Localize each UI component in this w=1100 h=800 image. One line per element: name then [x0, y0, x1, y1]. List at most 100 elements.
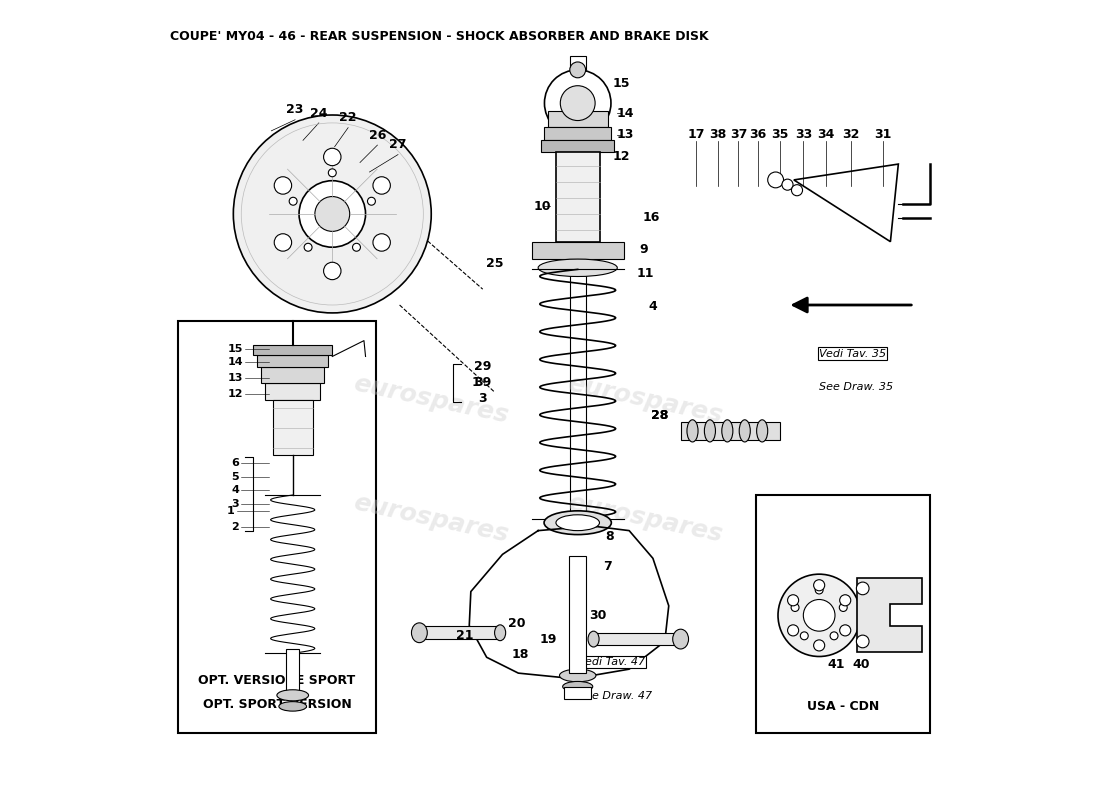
- Text: 18: 18: [512, 649, 529, 662]
- Circle shape: [315, 197, 350, 231]
- Ellipse shape: [673, 629, 689, 649]
- Text: See Draw. 35: See Draw. 35: [820, 382, 893, 392]
- Text: OPT. VERSIONE SPORT: OPT. VERSIONE SPORT: [198, 674, 355, 686]
- Text: 32: 32: [843, 128, 859, 142]
- Circle shape: [814, 640, 825, 651]
- Bar: [556, 152, 600, 242]
- Ellipse shape: [495, 625, 506, 641]
- Circle shape: [373, 177, 390, 194]
- Text: 23: 23: [286, 103, 304, 117]
- Ellipse shape: [757, 420, 768, 442]
- Text: 36: 36: [749, 128, 767, 142]
- Ellipse shape: [277, 690, 308, 701]
- Bar: [273, 400, 312, 455]
- Ellipse shape: [704, 420, 715, 442]
- Text: 12: 12: [613, 150, 630, 162]
- Text: 5: 5: [231, 472, 239, 482]
- Ellipse shape: [563, 682, 593, 692]
- Polygon shape: [857, 578, 922, 652]
- Text: Vedi Tav. 35: Vedi Tav. 35: [820, 349, 887, 358]
- Text: 10: 10: [534, 199, 551, 213]
- Circle shape: [373, 234, 390, 251]
- Circle shape: [289, 198, 297, 205]
- Text: 25: 25: [486, 258, 504, 270]
- Circle shape: [328, 169, 337, 177]
- Ellipse shape: [556, 514, 600, 530]
- Bar: [570, 266, 585, 526]
- Text: 37: 37: [729, 128, 747, 142]
- Text: USA - CDN: USA - CDN: [806, 700, 879, 713]
- Text: 7: 7: [604, 560, 613, 573]
- Text: 31: 31: [873, 128, 891, 142]
- Ellipse shape: [722, 420, 733, 442]
- Bar: [681, 422, 780, 439]
- Text: COUPE' MY04 - 46 - REAR SUSPENSION - SHOCK ABSORBER AND BRAKE DISK: COUPE' MY04 - 46 - REAR SUSPENSION - SHO…: [170, 30, 708, 42]
- Circle shape: [857, 635, 869, 648]
- Text: 34: 34: [817, 128, 834, 142]
- Bar: [548, 111, 608, 127]
- Text: 4: 4: [231, 486, 239, 495]
- Bar: [261, 366, 324, 382]
- Ellipse shape: [538, 259, 617, 277]
- Circle shape: [782, 179, 793, 190]
- Bar: [544, 127, 610, 140]
- Text: 3: 3: [231, 498, 239, 509]
- Circle shape: [788, 625, 799, 636]
- Text: 13: 13: [228, 373, 243, 383]
- Text: eurospares: eurospares: [565, 490, 725, 547]
- Text: 9: 9: [639, 243, 648, 256]
- Text: 24: 24: [310, 106, 328, 119]
- Circle shape: [323, 262, 341, 280]
- Text: 28: 28: [650, 410, 668, 422]
- Ellipse shape: [411, 623, 427, 642]
- Circle shape: [857, 582, 869, 594]
- Circle shape: [803, 599, 835, 631]
- Text: 4: 4: [649, 300, 658, 313]
- Circle shape: [788, 594, 799, 606]
- Circle shape: [274, 234, 292, 251]
- Text: 11: 11: [636, 267, 653, 280]
- Bar: [531, 242, 624, 259]
- Text: 29: 29: [474, 360, 492, 374]
- Text: 35: 35: [771, 128, 789, 142]
- Text: 22: 22: [340, 111, 356, 124]
- Text: 3: 3: [478, 392, 487, 405]
- Text: See Draw. 47: See Draw. 47: [578, 690, 652, 701]
- Circle shape: [778, 574, 860, 657]
- Text: 16: 16: [642, 211, 660, 225]
- Circle shape: [299, 181, 365, 247]
- Circle shape: [367, 198, 375, 205]
- Circle shape: [544, 70, 610, 136]
- Text: 1: 1: [472, 376, 481, 389]
- Bar: [253, 345, 332, 355]
- Text: 15: 15: [613, 77, 630, 90]
- Circle shape: [792, 185, 803, 196]
- Bar: [569, 556, 586, 673]
- Text: 15: 15: [228, 343, 243, 354]
- Circle shape: [814, 580, 825, 590]
- Bar: [541, 140, 614, 152]
- Circle shape: [570, 62, 585, 78]
- Text: 26: 26: [368, 129, 386, 142]
- Text: 6: 6: [231, 458, 239, 468]
- Bar: [564, 686, 591, 699]
- Circle shape: [815, 586, 823, 594]
- Text: 17: 17: [688, 128, 705, 142]
- Ellipse shape: [739, 420, 750, 442]
- Text: eurospares: eurospares: [565, 372, 725, 428]
- Ellipse shape: [688, 420, 698, 442]
- Circle shape: [304, 243, 312, 251]
- Text: 39: 39: [474, 376, 492, 389]
- Bar: [570, 56, 585, 70]
- Circle shape: [323, 148, 341, 166]
- Circle shape: [233, 115, 431, 313]
- Text: 8: 8: [605, 530, 614, 542]
- Text: eurospares: eurospares: [351, 372, 512, 428]
- Text: 19: 19: [540, 633, 557, 646]
- Text: 20: 20: [508, 617, 526, 630]
- Text: 14: 14: [616, 107, 634, 120]
- Circle shape: [839, 625, 850, 636]
- Bar: [286, 650, 299, 693]
- Text: 21: 21: [455, 630, 473, 642]
- Text: Vedi Tav. 47: Vedi Tav. 47: [578, 658, 645, 667]
